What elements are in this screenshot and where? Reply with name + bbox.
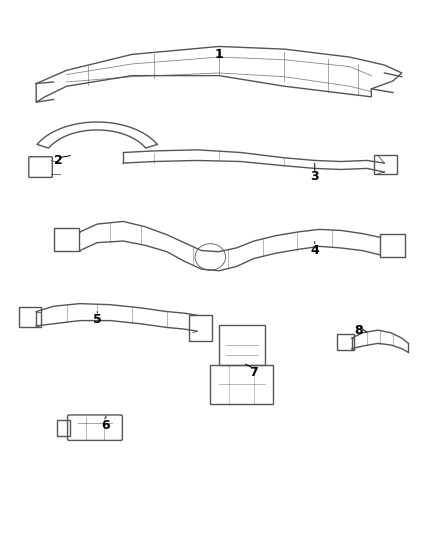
Bar	[188, 316, 212, 341]
Bar	[219, 325, 265, 365]
Text: 5: 5	[93, 313, 102, 326]
Text: 3: 3	[311, 170, 319, 183]
Bar	[336, 334, 354, 350]
Bar	[380, 233, 405, 257]
Text: 8: 8	[354, 324, 363, 337]
Text: 1: 1	[215, 48, 223, 61]
Text: 2: 2	[53, 154, 62, 167]
Text: 4: 4	[311, 244, 319, 257]
Text: 7: 7	[250, 366, 258, 379]
Bar	[57, 420, 70, 436]
Bar	[53, 228, 79, 251]
Text: 6: 6	[102, 419, 110, 432]
Bar	[210, 365, 273, 405]
Bar	[374, 155, 397, 174]
Bar	[19, 308, 41, 327]
